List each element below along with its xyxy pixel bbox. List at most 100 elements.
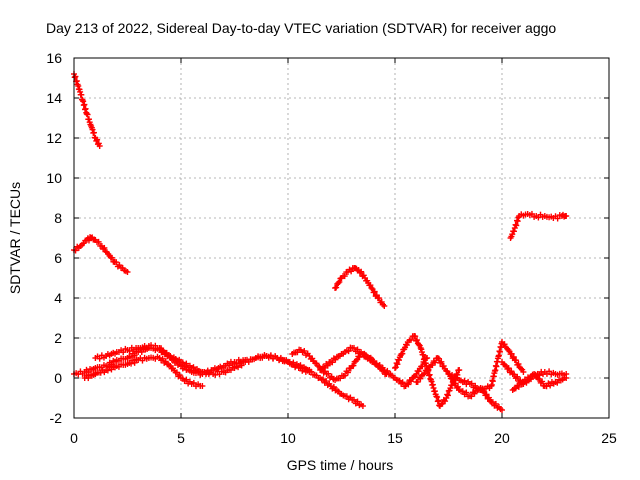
data-point <box>145 342 161 352</box>
data-point <box>516 211 529 219</box>
series-arc-2 <box>71 234 131 275</box>
series-arc-4 <box>507 210 570 241</box>
data-point <box>466 380 482 392</box>
series-arc-6 <box>92 342 249 378</box>
data-point <box>274 354 290 365</box>
data-point <box>477 383 493 393</box>
data-point <box>445 371 461 382</box>
y-tick-label: 14 <box>46 90 62 106</box>
data-point <box>563 213 570 219</box>
data-point <box>124 344 140 355</box>
data-point <box>434 355 451 375</box>
data-point <box>355 267 367 280</box>
data-point <box>563 375 570 381</box>
x-tick-label: 20 <box>494 430 510 446</box>
series-arc-10 <box>317 344 431 390</box>
x-tick-label: 0 <box>70 430 78 446</box>
y-tick-label: 0 <box>54 370 62 386</box>
data-point <box>135 343 150 352</box>
data-point <box>392 375 408 390</box>
data-point <box>297 347 311 359</box>
plot-frame <box>73 57 610 419</box>
x-tick-label: 25 <box>601 430 617 446</box>
data-point <box>550 212 563 222</box>
data-point <box>507 228 517 241</box>
data-point <box>113 355 129 364</box>
data-point <box>124 269 131 275</box>
data-point <box>338 391 354 403</box>
x-tick-label: 10 <box>280 430 296 446</box>
data-point <box>178 375 193 387</box>
data-point <box>167 355 183 369</box>
data-point <box>306 353 320 367</box>
data-point <box>167 363 183 380</box>
data-point <box>317 375 333 389</box>
data-point <box>499 407 505 413</box>
y-tick-label: 2 <box>54 330 62 346</box>
data-point <box>156 355 172 368</box>
data-point <box>456 387 472 400</box>
data-point <box>499 359 515 376</box>
data-point <box>96 143 103 149</box>
data-point <box>199 383 206 389</box>
data-point <box>488 399 504 413</box>
data-point <box>92 362 107 371</box>
data-point <box>381 303 388 309</box>
data-point <box>220 358 236 369</box>
data-point <box>105 251 117 265</box>
data-point <box>113 345 129 356</box>
data-point <box>156 345 172 360</box>
tick-labels: 0 5 10 15 20 25 -2 0 2 4 6 8 10 12 14 16 <box>46 50 617 446</box>
y-tick-label: 4 <box>54 290 62 306</box>
data-point <box>75 83 85 103</box>
axis-ticks <box>73 57 610 419</box>
data-point <box>349 396 365 409</box>
series-arc-11 <box>392 333 463 409</box>
data-point <box>402 373 419 389</box>
data-point <box>509 379 525 393</box>
series-arc-7 <box>81 353 206 390</box>
data-point <box>417 345 430 370</box>
data-point <box>124 356 140 367</box>
data-point <box>511 357 526 373</box>
data-point <box>178 363 193 374</box>
data-point <box>370 359 386 373</box>
series-arc-8 <box>252 352 366 409</box>
data-point <box>413 367 429 385</box>
data-point <box>210 363 226 373</box>
series-arc-15 <box>509 371 570 393</box>
data-point <box>541 368 557 378</box>
data-point <box>359 350 376 364</box>
data-point <box>520 369 527 375</box>
data-point <box>531 371 547 389</box>
data-point <box>392 352 404 371</box>
data-point <box>381 367 397 381</box>
data-point <box>113 361 129 370</box>
data-point <box>135 354 150 364</box>
data-point <box>83 111 94 128</box>
data-point <box>511 214 522 231</box>
y-tick-label: 6 <box>54 250 62 266</box>
y-tick-label: 12 <box>46 130 62 146</box>
data-point <box>430 385 443 409</box>
y-tick-label: -2 <box>50 410 63 426</box>
data-point <box>92 237 104 249</box>
data-point <box>92 352 107 362</box>
x-tick-label: 15 <box>387 430 403 446</box>
series-arc-3 <box>332 265 388 309</box>
y-tick-label: 10 <box>46 170 62 186</box>
data-point <box>145 353 161 362</box>
data-points <box>71 71 570 413</box>
data-point <box>456 367 463 373</box>
data-point <box>368 285 380 300</box>
series-arc-12 <box>413 355 505 413</box>
y-tick-label: 16 <box>46 50 62 66</box>
x-tick-label: 5 <box>177 430 185 446</box>
data-point <box>92 367 108 377</box>
data-point <box>242 357 249 363</box>
data-point <box>188 369 204 378</box>
data-point <box>398 341 410 357</box>
y-tick-label: 8 <box>54 210 62 226</box>
